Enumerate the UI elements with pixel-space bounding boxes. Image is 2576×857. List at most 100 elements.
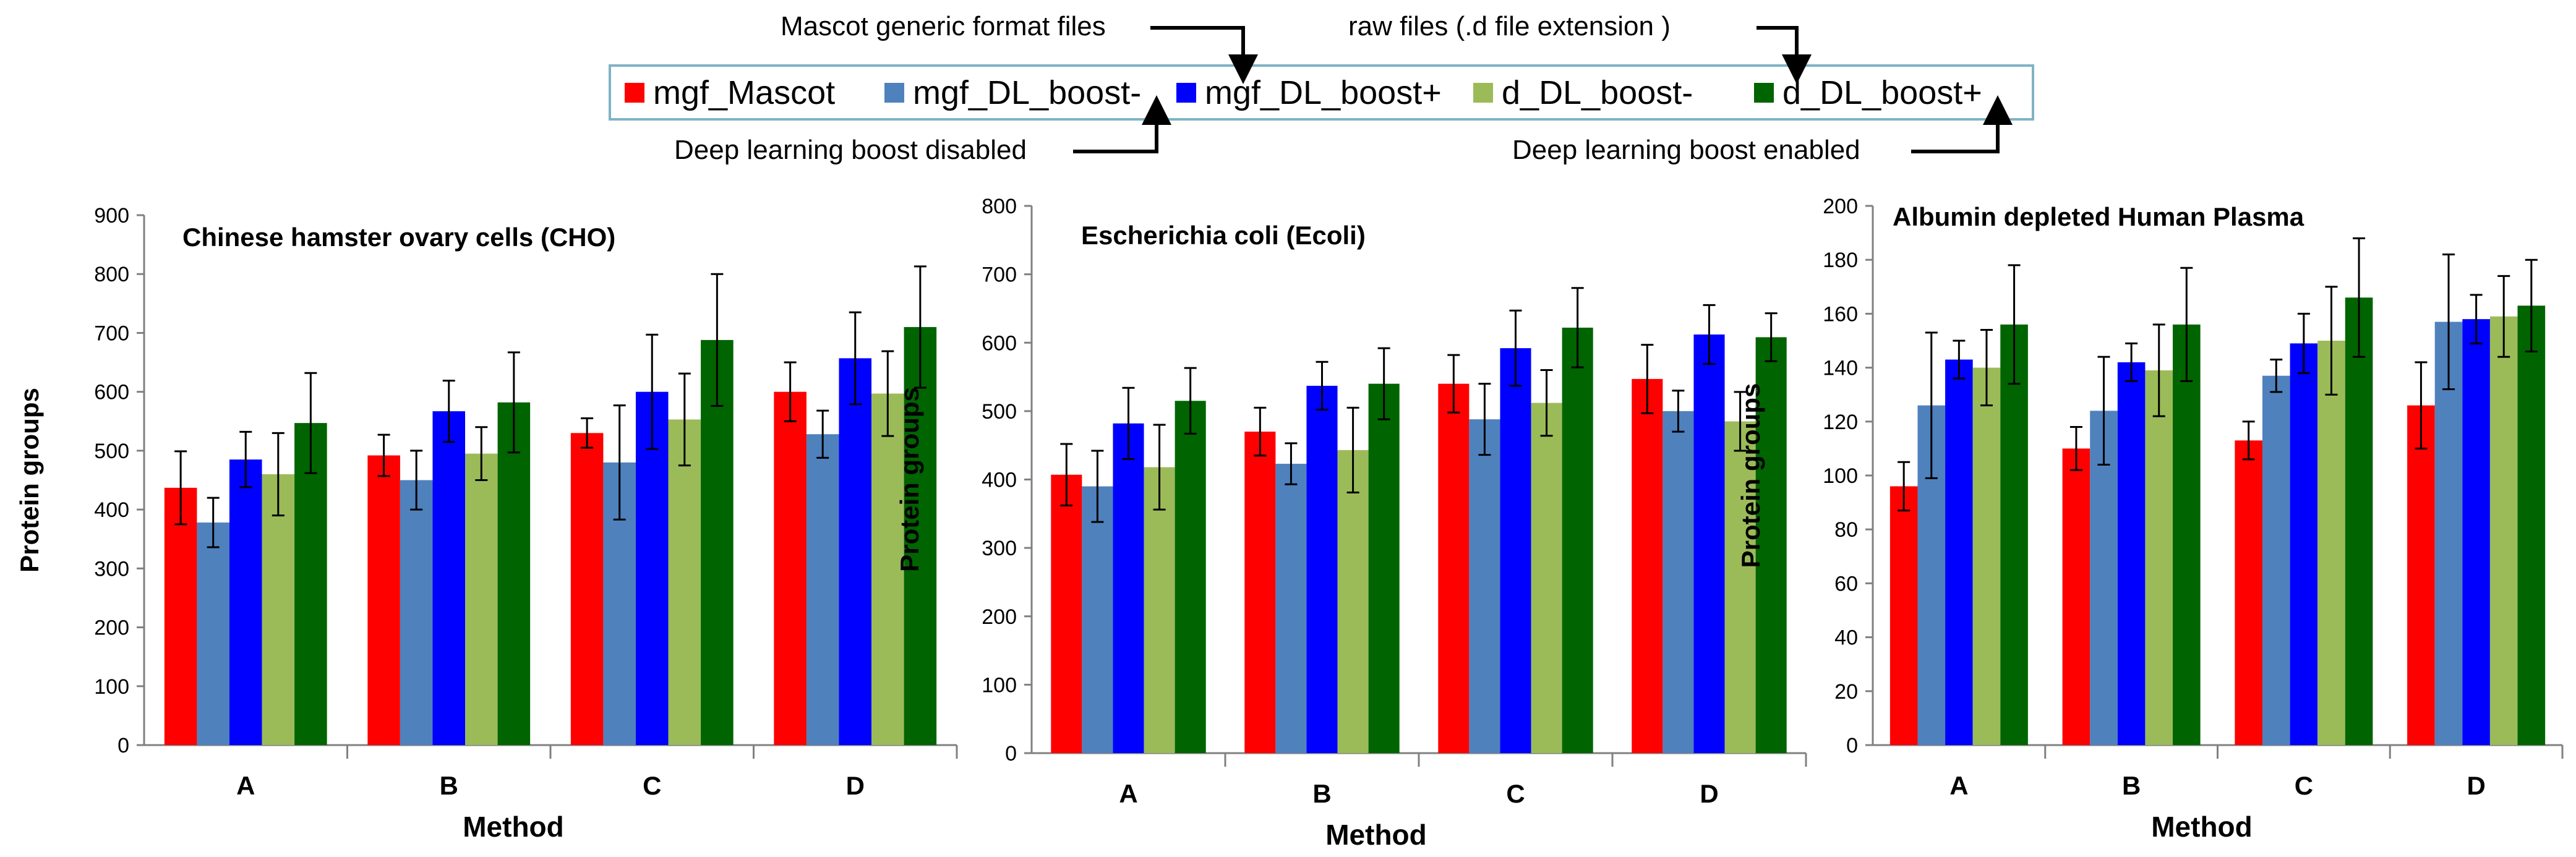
bar-d_DL_boost--A	[1144, 467, 1175, 753]
bar-d_DL_boost--C	[668, 419, 701, 745]
y-tick-label: 600	[94, 381, 129, 404]
bar-mgf_Mascot-C	[2235, 440, 2262, 745]
bar-mgf_Mascot-B	[367, 455, 400, 745]
y-tick-label: 300	[94, 557, 129, 581]
bar-d_DL_boost+-B	[1368, 383, 1400, 753]
arrow-raw-files	[1757, 26, 1812, 84]
y-tick-label: 500	[982, 400, 1017, 424]
y-tick-label: 400	[94, 498, 129, 522]
y-tick-label: 100	[1823, 464, 1858, 488]
legend-item-d-dl-boost-plus: d_DL_boost+	[1754, 67, 1982, 118]
y-tick-label: 700	[94, 322, 129, 345]
bar-mgf_DL_boost+-A	[1113, 423, 1144, 753]
bar-d_DL_boost--A	[1972, 367, 2001, 745]
bar-mgf_DL_boost--D	[806, 434, 839, 745]
x-tick-label: B	[2122, 771, 2141, 800]
y-tick-label: 400	[982, 469, 1017, 492]
bar-mgf_DL_boost+-A	[1945, 359, 1973, 745]
bar-mgf_DL_boost+-B	[432, 411, 466, 745]
x-tick-label: A	[1119, 779, 1137, 808]
y-tick-label: 160	[1823, 302, 1858, 326]
bar-mgf_DL_boost+-C	[2290, 343, 2318, 745]
bar-mgf_DL_boost--B	[2090, 411, 2118, 745]
annotation-raw-files: raw files (.d file extension )	[1348, 11, 1671, 41]
legend-label: d_DL_boost+	[1782, 74, 1982, 111]
bar-mgf_DL_boost--A	[197, 522, 229, 745]
bar-mgf_DL_boost+-A	[229, 459, 262, 745]
bar-mgf_Mascot-D	[2407, 405, 2435, 745]
y-tick-label: 200	[982, 605, 1017, 629]
bar-d_DL_boost+-B	[2173, 324, 2201, 745]
bar-d_DL_boost--B	[465, 453, 498, 745]
y-tick-label: 500	[94, 440, 129, 463]
y-axis-label: Protein groups	[895, 387, 924, 572]
y-tick-label: 80	[1834, 518, 1858, 542]
chart-title: Chinese hamster ovary cells (CHO)	[182, 223, 615, 252]
bar-d_DL_boost--D	[2489, 316, 2518, 745]
annotation-mascot-generic: Mascot generic format files	[781, 11, 1106, 41]
bar-mgf_Mascot-B	[1244, 432, 1276, 753]
y-tick-label: 800	[982, 195, 1017, 218]
y-tick-label: 140	[1823, 357, 1858, 380]
bar-mgf_DL_boost--A	[1082, 486, 1113, 753]
bar-mgf_DL_boost--C	[2262, 375, 2290, 745]
bar-mgf_Mascot-A	[1051, 474, 1082, 753]
annotation-dl-enabled: Deep learning boost enabled	[1512, 135, 1860, 165]
legend-item-mgf-mascot: mgf_Mascot	[625, 67, 835, 118]
arrow-mascot-generic	[1150, 26, 1258, 84]
arrow-dl-disabled	[1073, 95, 1171, 153]
y-tick-label: 180	[1823, 249, 1858, 272]
y-tick-label: 700	[982, 263, 1017, 287]
legend-swatch	[884, 82, 904, 103]
bar-d_DL_boost--D	[1724, 421, 1756, 753]
y-tick-label: 0	[1846, 734, 1858, 757]
bar-mgf_DL_boost--B	[400, 480, 433, 745]
annotation-dl-disabled: Deep learning boost disabled	[674, 135, 1027, 165]
chart-title: Albumin depleted Human Plasma	[1893, 202, 2304, 231]
y-tick-label: 800	[94, 263, 129, 286]
legend-item-mgf-dl-boost-minus: mgf_DL_boost-	[884, 67, 1141, 118]
y-tick-label: 300	[982, 537, 1017, 560]
bar-mgf_DL_boost+-C	[1500, 348, 1531, 753]
bar-mgf_DL_boost--D	[1662, 411, 1694, 753]
x-tick-label: D	[1700, 779, 1718, 808]
chart-title: Escherichia coli (Ecoli)	[1081, 221, 1366, 250]
y-tick-label: 100	[94, 675, 129, 699]
y-axis-label: Protein groups	[15, 388, 44, 573]
arrow-dl-enabled	[1911, 95, 2013, 153]
bar-mgf_DL_boost+-D	[839, 358, 872, 745]
y-axis-label: Protein groups	[1736, 383, 1765, 568]
x-tick-label: A	[1949, 771, 1968, 800]
bar-mgf_Mascot-C	[1438, 383, 1470, 753]
x-axis-label: Method	[2151, 811, 2253, 843]
bar-mgf_Mascot-D	[774, 391, 807, 745]
y-tick-label: 20	[1834, 680, 1858, 704]
bar-mgf_Mascot-A	[164, 487, 197, 745]
legend-swatch	[1473, 82, 1493, 103]
bar-d_DL_boost--B	[1337, 450, 1369, 753]
x-tick-label: C	[2295, 771, 2313, 800]
bar-mgf_DL_boost--B	[1275, 464, 1307, 753]
y-tick-label: 120	[1823, 411, 1858, 434]
bar-d_DL_boost+-D	[1755, 337, 1787, 753]
bar-d_DL_boost+-D	[2517, 305, 2546, 745]
bar-mgf_DL_boost--C	[1469, 419, 1500, 753]
x-tick-label: C	[1506, 779, 1525, 808]
bar-d_DL_boost+-C	[1562, 327, 1593, 753]
legend-swatch	[1176, 82, 1196, 103]
bar-d_DL_boost+-A	[294, 423, 327, 745]
x-tick-label: B	[440, 771, 458, 800]
bar-mgf_Mascot-B	[2062, 448, 2090, 745]
y-tick-label: 900	[94, 204, 129, 228]
bar-mgf_Mascot-C	[570, 433, 604, 745]
bar-d_DL_boost+-D	[904, 326, 937, 745]
bar-d_DL_boost--D	[871, 393, 904, 745]
bar-d_DL_boost+-B	[497, 402, 531, 745]
bar-mgf_Mascot-A	[1889, 486, 1918, 745]
legend-label: d_DL_boost-	[1502, 74, 1693, 111]
x-tick-label: B	[1312, 779, 1331, 808]
